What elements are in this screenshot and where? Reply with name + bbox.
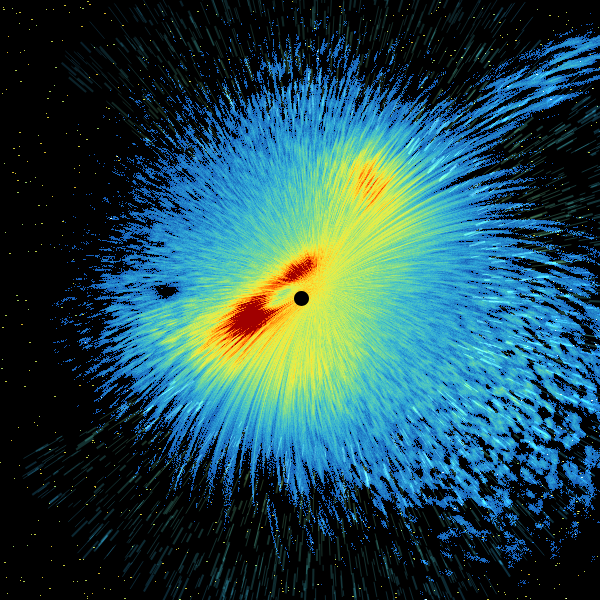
astronomical-image-canvas [0, 0, 600, 600]
image-viewer[interactable] [0, 0, 600, 600]
